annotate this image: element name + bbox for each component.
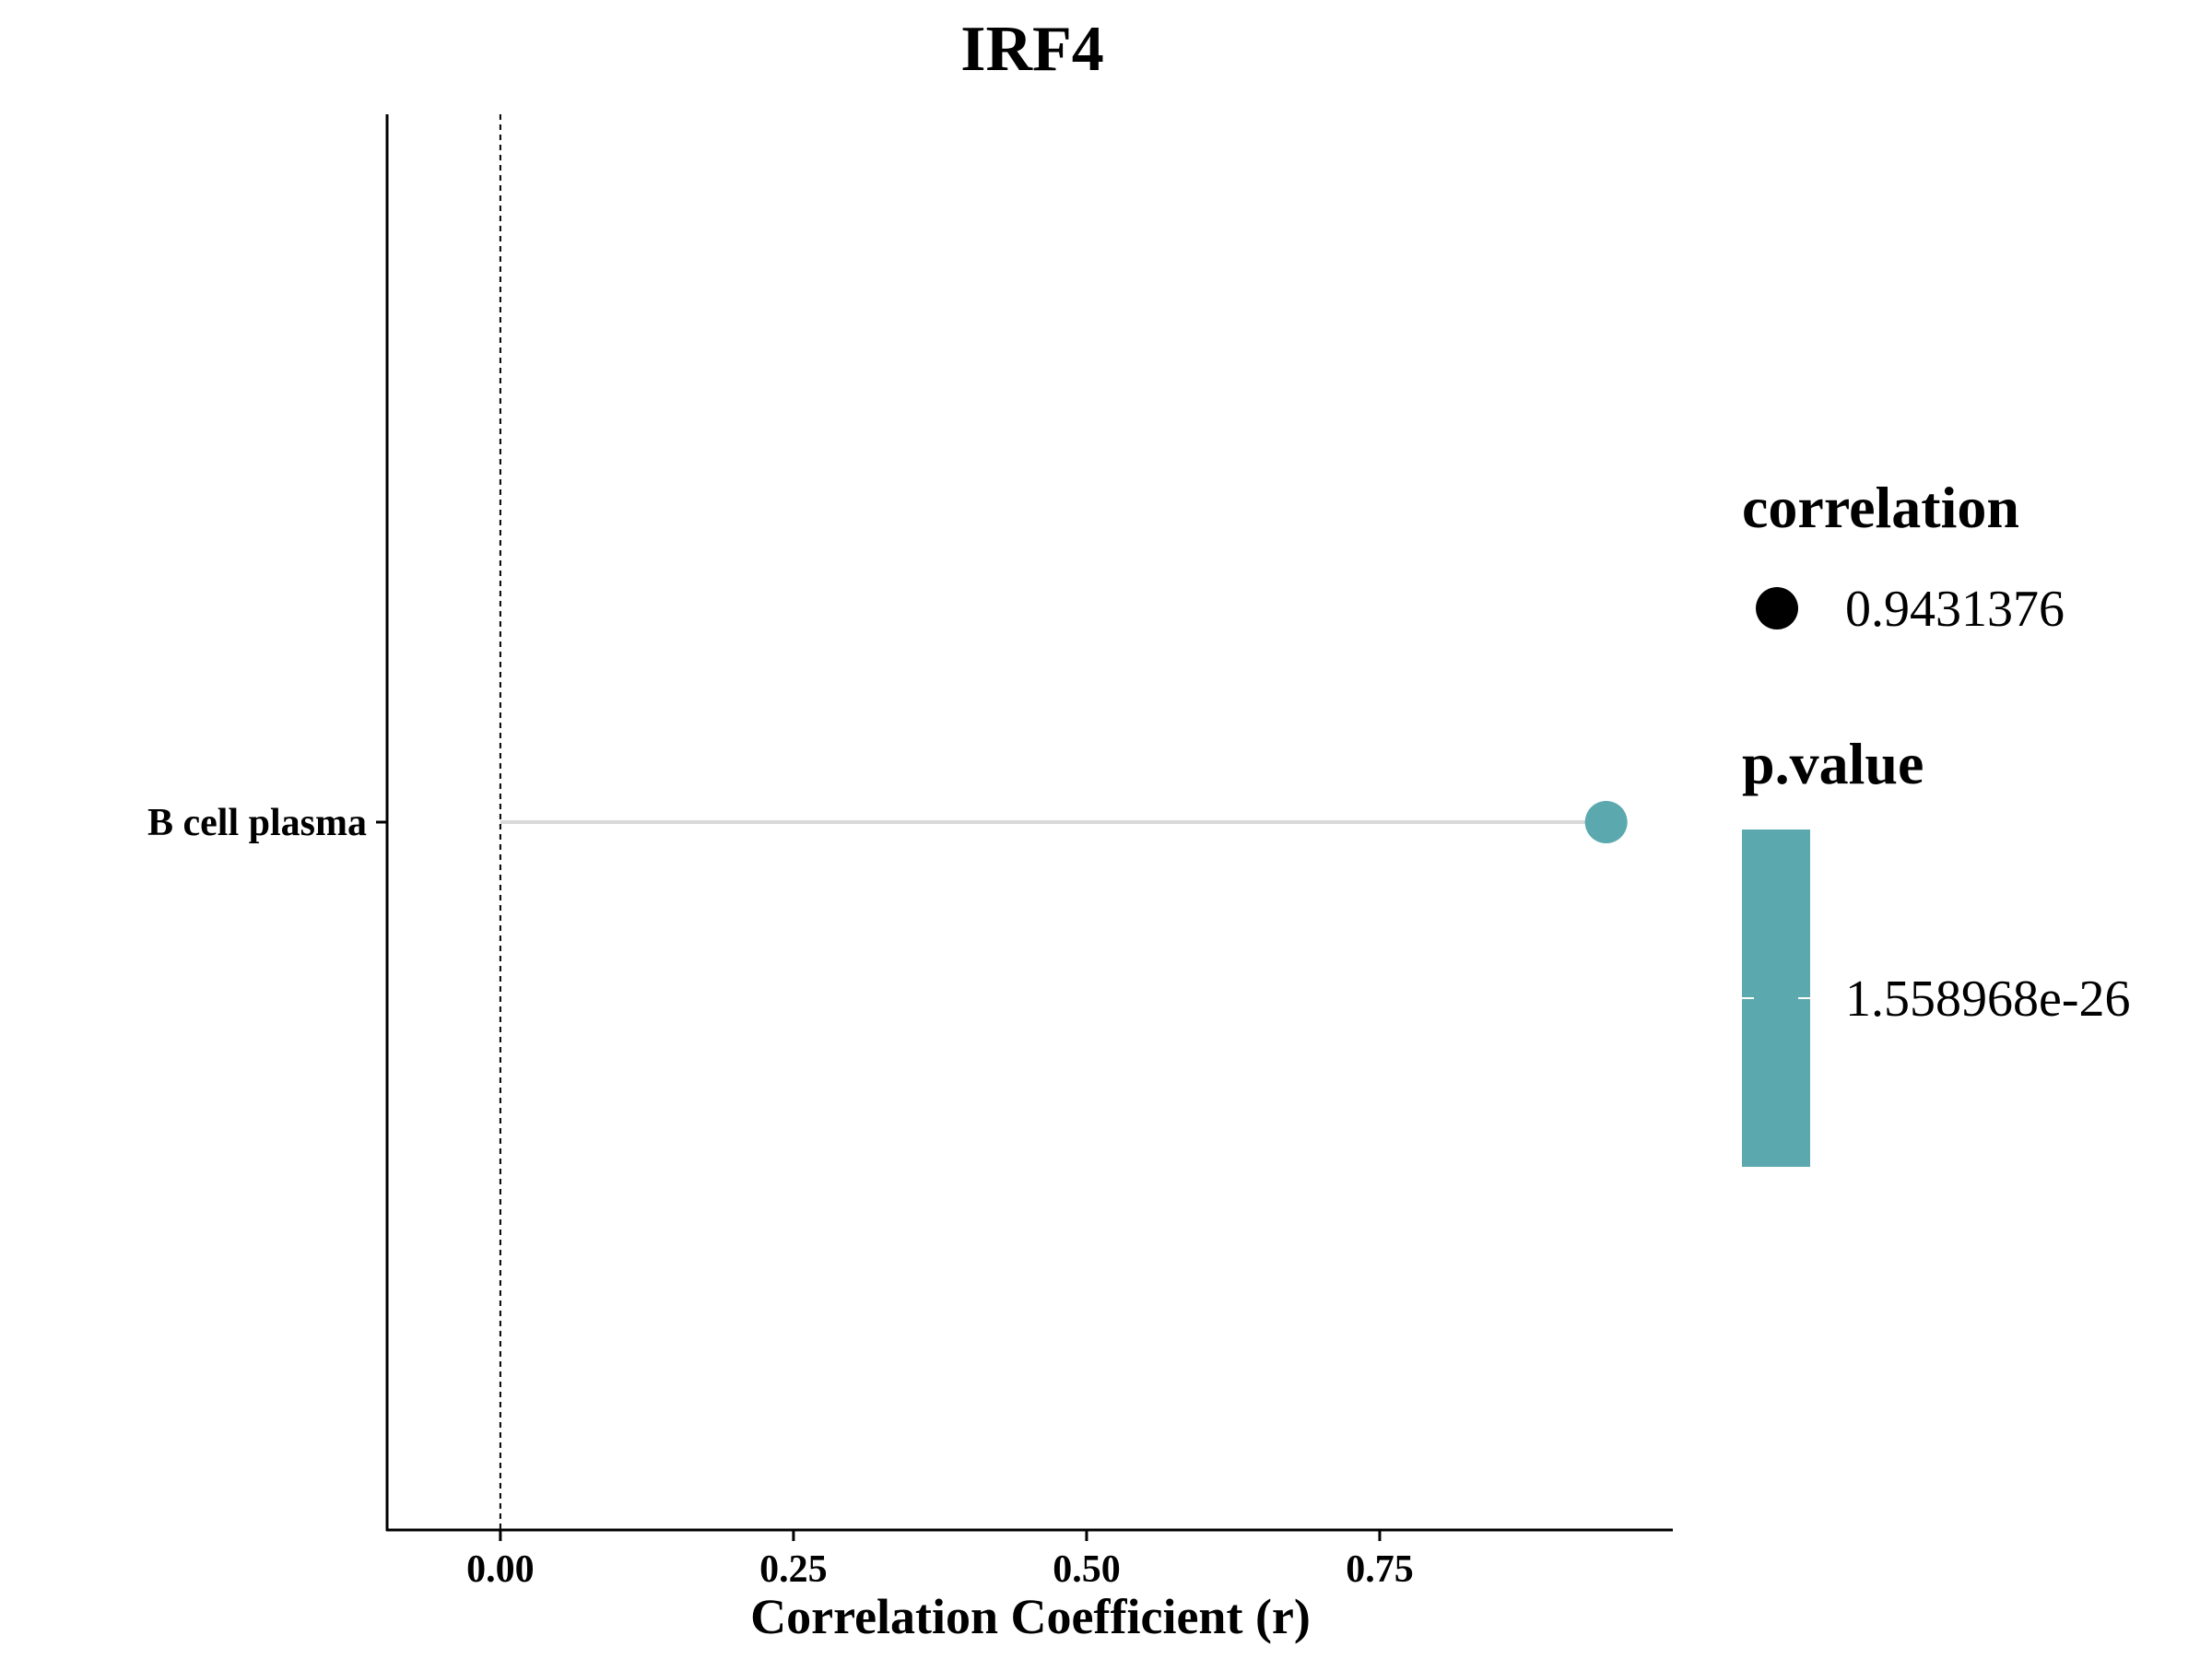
plot-area: 0.00 0.25 0.50 0.75 B cell plasma (147, 114, 1673, 1591)
legend-size-title: correlation (1742, 475, 2019, 540)
x-tick-label: 0.25 (759, 1548, 828, 1591)
y-tick-label: B cell plasma (147, 802, 367, 844)
legend-size-key (1756, 587, 1798, 629)
legend: correlation 0.9431376 p.value 1.558968e-… (1742, 475, 2131, 1167)
x-tick-label: 0.75 (1346, 1548, 1414, 1591)
x-axis-label: Correlation Coefficient (r) (750, 1589, 1311, 1644)
legend-color-label: 1.558968e-26 (1845, 971, 2131, 1028)
data-point (1584, 801, 1628, 843)
legend-color-title: p.value (1742, 731, 1924, 796)
chart-title: IRF4 (960, 14, 1104, 85)
x-tick-label: 0.00 (466, 1548, 535, 1591)
legend-size-label: 0.9431376 (1845, 581, 2065, 638)
x-tick-label: 0.50 (1053, 1548, 1121, 1591)
